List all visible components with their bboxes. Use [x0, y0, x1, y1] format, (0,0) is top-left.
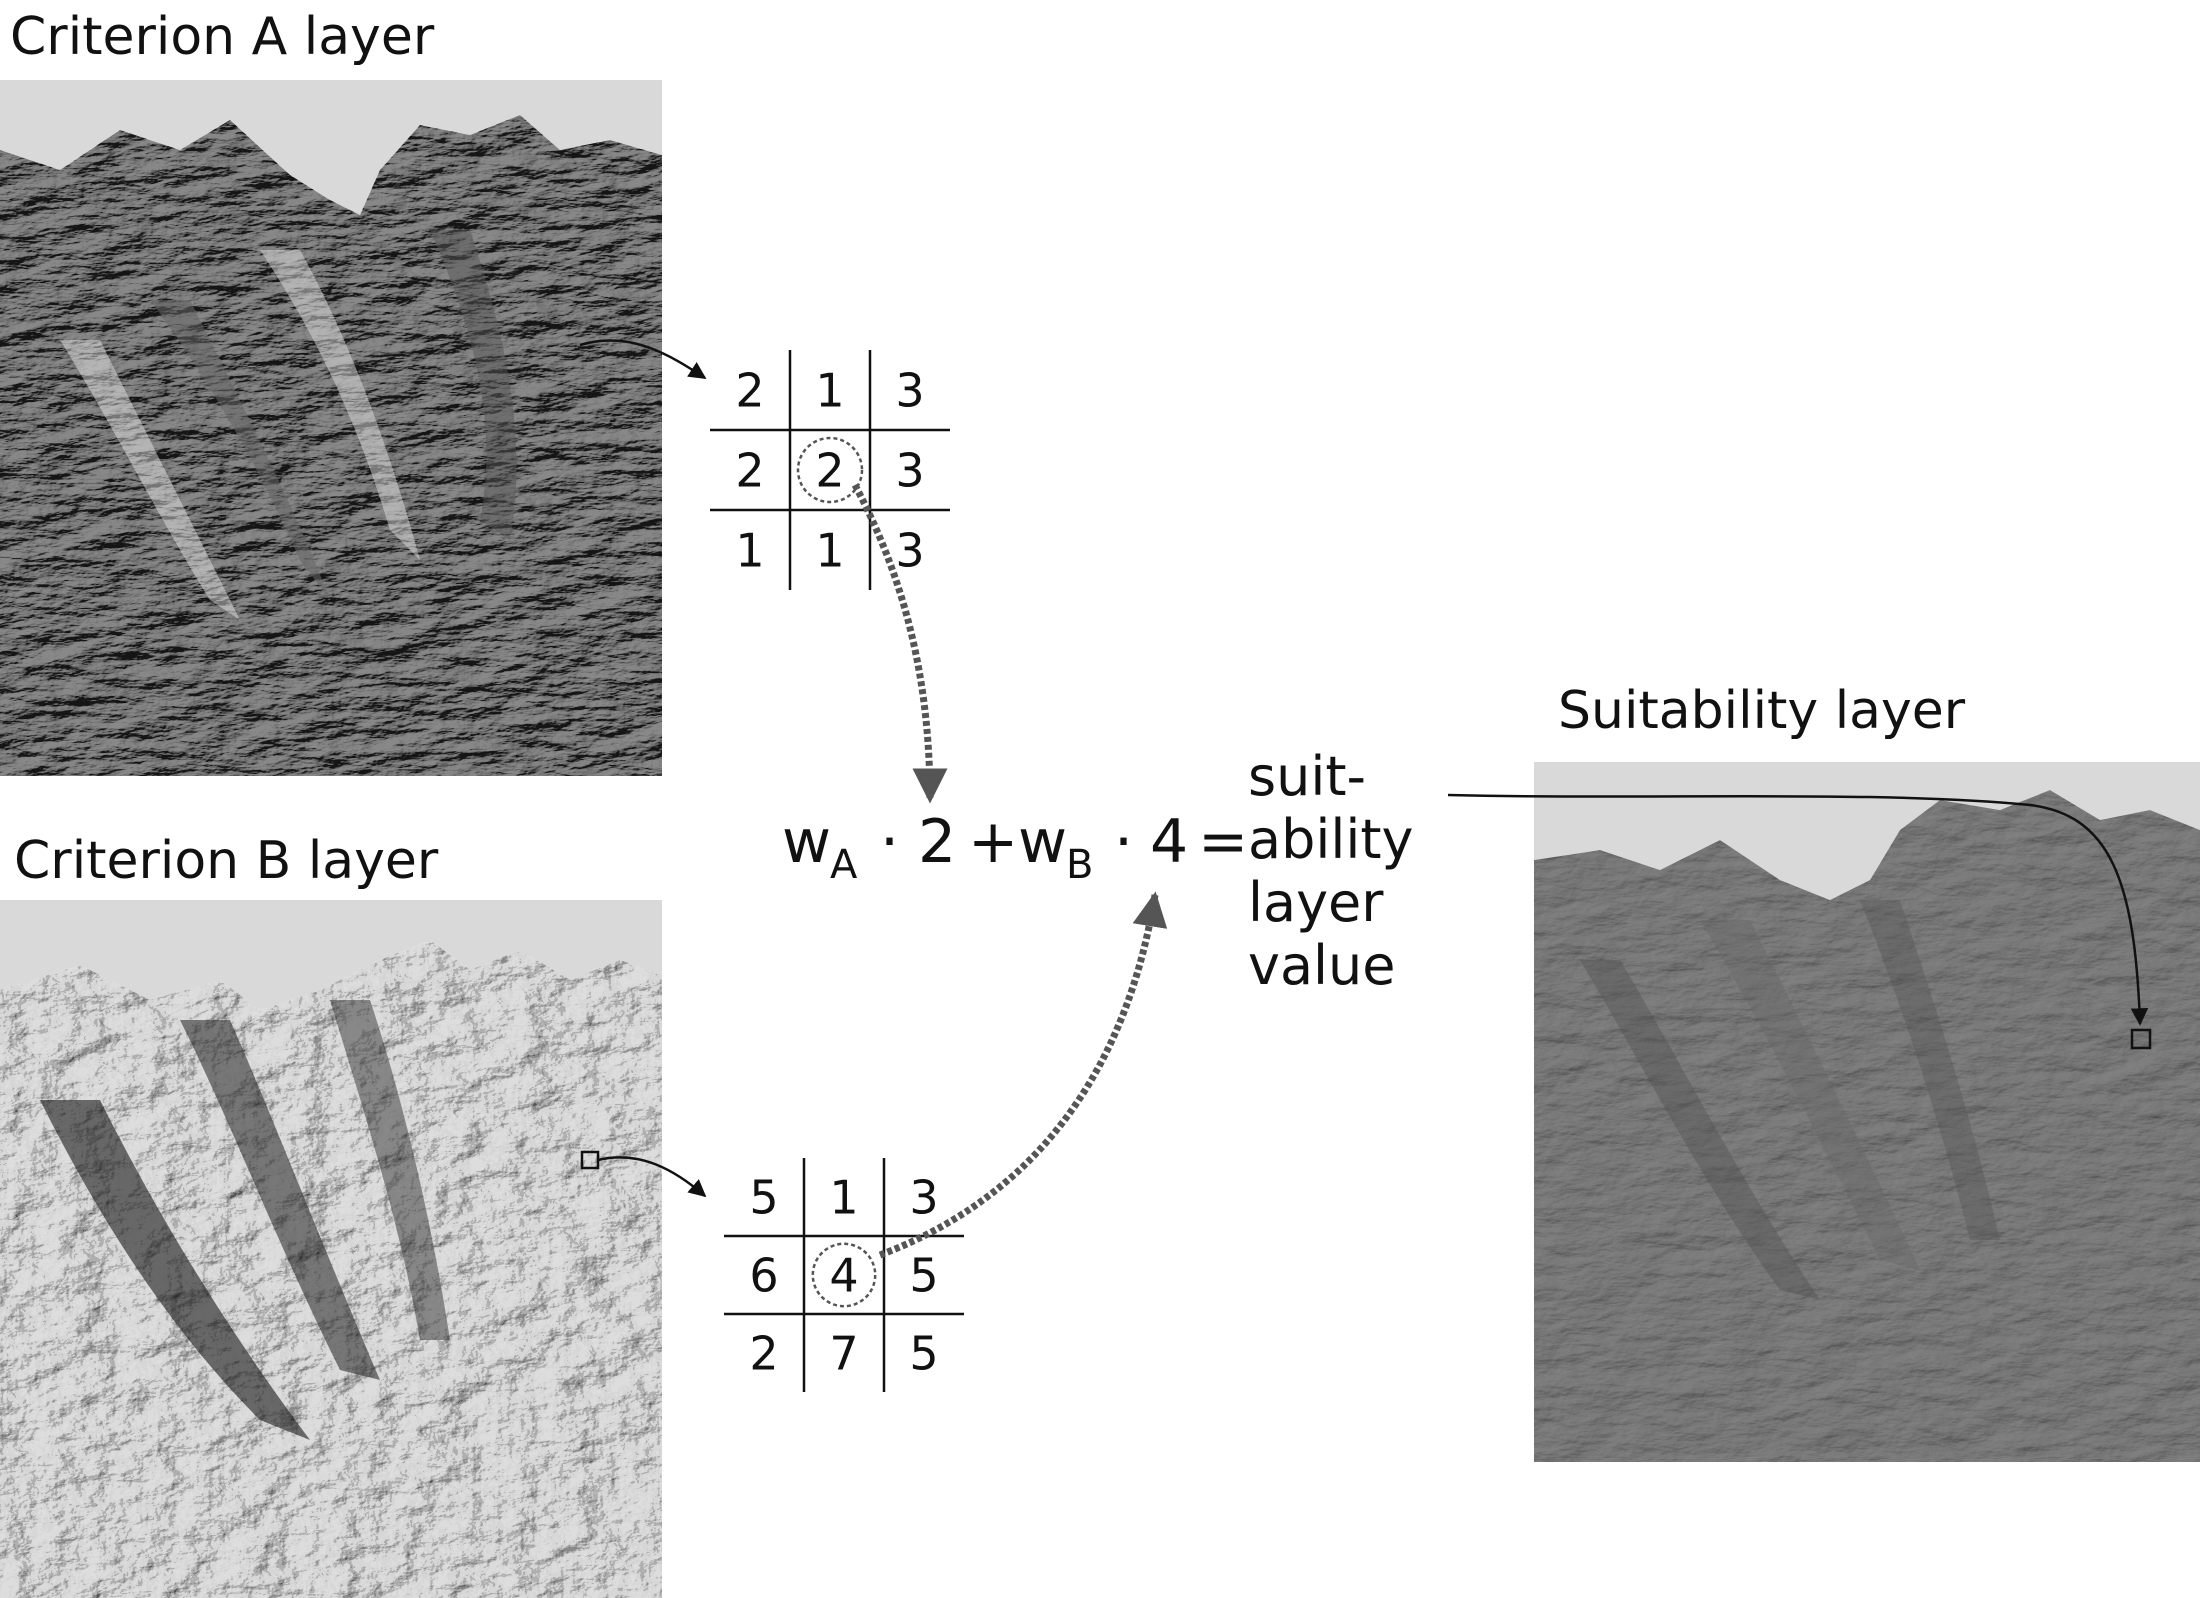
grid-a: 2 1 32 2 31 1 3 [710, 350, 950, 590]
dotted-arrow-a-to-formula [851, 483, 948, 804]
criterion-b-title: Criterion B layer [14, 831, 439, 891]
grid-cell-value: 3 [909, 1171, 938, 1225]
grid-cell-value: 3 [895, 444, 924, 498]
grid-cell-value: 3 [895, 524, 924, 578]
result-label: suit- ability layer value [1248, 745, 1414, 997]
terrain-c-relief [1534, 780, 2200, 1462]
criterion-b-map [0, 900, 662, 1598]
grid-b: 5 1 36 4 52 7 5 [724, 1158, 964, 1392]
grid-cell-value: 1 [829, 1171, 858, 1225]
grid-cell-value: 3 [895, 364, 924, 418]
dot-2: · [1114, 807, 1133, 877]
highlighted-cell-circle [796, 436, 864, 504]
dotted-arrow-b-to-formula [878, 891, 1168, 1259]
weight-b-sub: B [1066, 842, 1093, 888]
grid-cell-value: 2 [735, 444, 764, 498]
weighted-sum-formula: w A · 2 + w B · 4 = [782, 807, 1248, 888]
highlighted-cell-circle [811, 1242, 877, 1308]
value-b: 4 [1150, 807, 1188, 877]
result-line-1: suit- [1248, 745, 1366, 808]
grid-cell-value: 5 [909, 1327, 938, 1381]
arrow-a-to-grid [579, 339, 707, 380]
grid-cell-value: 7 [829, 1327, 858, 1381]
arrow-result-to-suitability [1447, 793, 2149, 1026]
grid-cell-value: 4 [829, 1249, 858, 1303]
grid-cell-value: 5 [749, 1171, 778, 1225]
equals-sign: = [1198, 807, 1248, 877]
grid-cell-value: 2 [815, 444, 844, 498]
weight-b-base: w [1018, 807, 1067, 877]
criterion-a-title: Criterion A layer [10, 7, 435, 67]
grid-cell-value: 5 [909, 1249, 938, 1303]
dot-1: · [880, 807, 899, 877]
grid-cell-value: 6 [749, 1249, 778, 1303]
grid-cell-value: 1 [815, 364, 844, 418]
value-a: 2 [918, 807, 956, 877]
suitability-map [1534, 762, 2200, 1462]
criterion-a-map [0, 80, 662, 776]
grid-cell-value: 1 [815, 524, 844, 578]
terrain-a-relief [0, 110, 662, 776]
sample-cell-marker-suitability [2130, 1028, 2152, 1050]
result-line-4: value [1248, 934, 1396, 997]
grid-cell-value: 1 [735, 524, 764, 578]
result-line-2: ability [1248, 808, 1414, 871]
arrow-b-to-grid [597, 1156, 707, 1198]
grid-cell-value: 2 [749, 1327, 778, 1381]
grid-cell-value: 2 [735, 364, 764, 418]
plus-sign: + [968, 807, 1018, 877]
suitability-title: Suitability layer [1558, 681, 1966, 741]
weight-a-base: w [782, 807, 831, 877]
weight-a-sub: A [830, 842, 858, 888]
result-line-3: layer [1248, 871, 1384, 934]
